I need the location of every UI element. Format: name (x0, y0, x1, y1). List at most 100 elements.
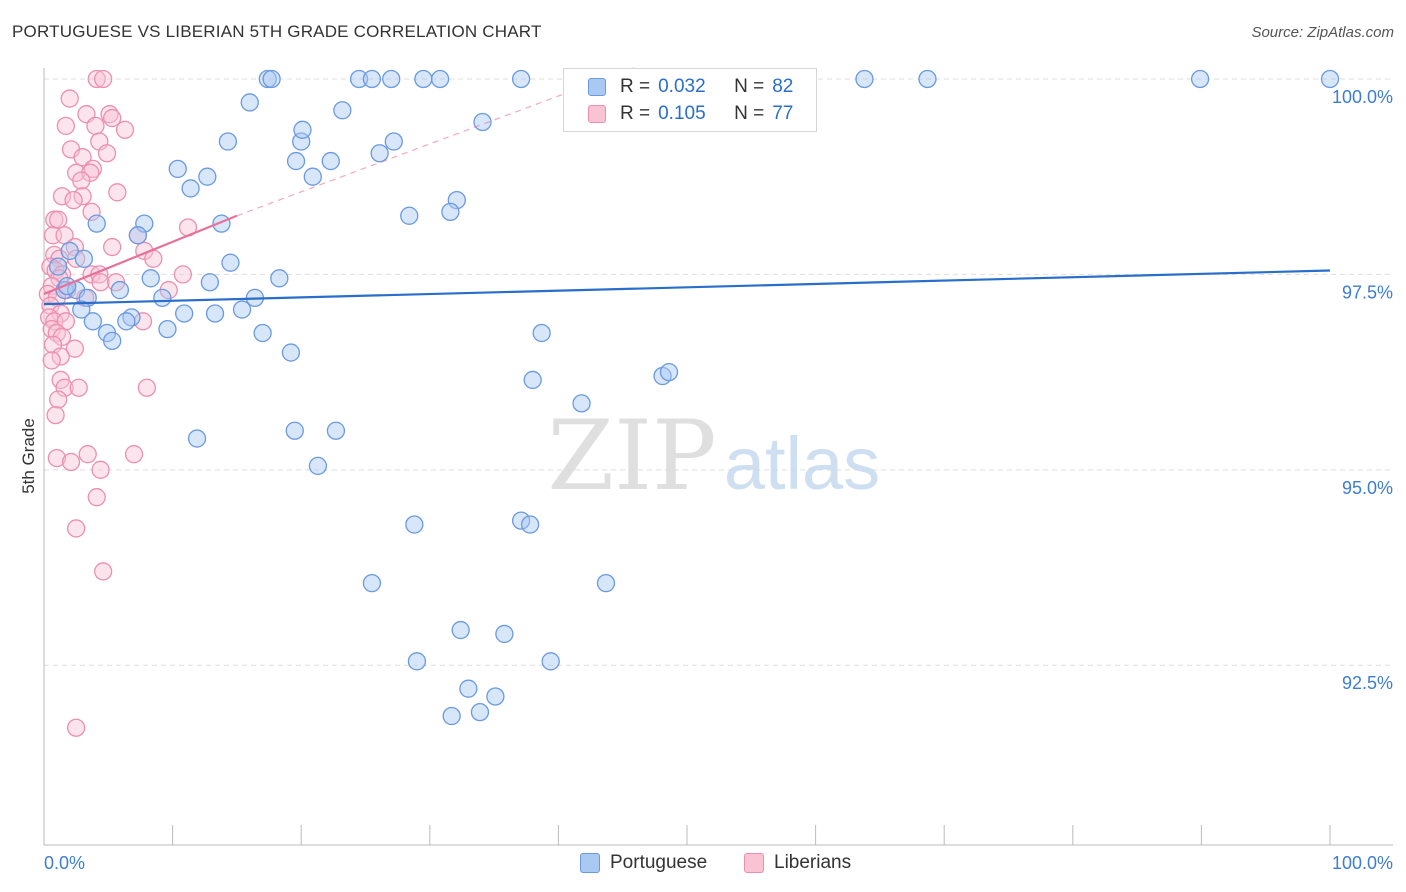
portuguese-point (60, 241, 79, 261)
liberians-point (69, 378, 88, 397)
portuguese-point (511, 69, 531, 89)
portuguese-point (1190, 69, 1210, 89)
portuguese-point (414, 69, 433, 89)
portuguese-point (447, 191, 466, 210)
portuguese-point (326, 421, 346, 440)
liberians-point (67, 718, 86, 737)
portuguese-point (321, 151, 340, 171)
portuguese-point (370, 144, 389, 163)
portuguese-point (200, 273, 220, 292)
liberians-point (137, 378, 157, 397)
x-tick-label-max: 100.0% (1332, 853, 1393, 873)
liberians-point (87, 69, 106, 89)
portuguese-point (918, 69, 937, 89)
grid-lines (44, 78, 1393, 666)
portuguese-point (407, 652, 427, 671)
portuguese-point (285, 421, 304, 440)
y-tick-label: 92.5% (1342, 673, 1393, 693)
portuguese-point (400, 206, 419, 225)
portuguese-point (486, 687, 505, 706)
y-axis-label: 5th Grade (19, 418, 38, 494)
chart-source: Source: ZipAtlas.com (1251, 24, 1394, 41)
portuguese-point (459, 679, 478, 698)
portuguese-point (187, 429, 207, 448)
liberians-point (87, 488, 106, 507)
portuguese-point (198, 167, 217, 186)
liberians-point (94, 69, 113, 89)
portuguese-point (48, 257, 68, 276)
portuguese-point (384, 132, 403, 151)
portuguese-point (541, 652, 560, 671)
portuguese-point (240, 93, 259, 112)
portuguese-point (596, 574, 616, 593)
liberians-point (97, 144, 117, 163)
portuguese-point (221, 253, 240, 272)
series-legend: Portuguese Liberians (0, 852, 1406, 876)
liberians-point (67, 519, 86, 538)
portuguese-point (362, 69, 382, 89)
liberians-point (73, 148, 92, 167)
portuguese-point (205, 304, 225, 323)
liberians-point (46, 405, 65, 425)
liberians-point (78, 445, 97, 464)
legend-item-liberians[interactable]: Liberians (744, 852, 851, 874)
liberians-point (48, 390, 68, 409)
legend-item-portuguese[interactable]: Portuguese (580, 852, 707, 874)
legend-r-value-portuguese: 0.032 (658, 76, 706, 97)
portuguese-point (293, 120, 312, 139)
portuguese-point (87, 214, 106, 233)
portuguese-point (158, 319, 177, 339)
legend-row-liberians: R = 0.105 N = 77 (588, 101, 793, 127)
liberians-point (60, 89, 79, 108)
liberians-point (124, 445, 144, 464)
liberians-point (173, 265, 193, 284)
liberians-point (115, 120, 135, 139)
liberians-point (72, 171, 91, 190)
y-tick-labels: 92.5% 95.0% 97.5% 100.0% (1332, 87, 1393, 693)
watermark-zip: ZIP (547, 400, 716, 512)
x-tick-label-min: 0.0% (44, 853, 85, 873)
legend-n-label: N = (734, 103, 765, 124)
legend-swatch-liberians (744, 853, 764, 873)
portuguese-point (135, 214, 154, 233)
portuguese-point (253, 323, 272, 343)
portuguese-point (333, 101, 352, 120)
liberians-point (103, 237, 122, 257)
legend-row-portuguese: R = 0.032 N = 82 (588, 74, 793, 100)
portuguese-point (349, 69, 369, 89)
portuguese-point (442, 706, 461, 726)
trend-line-portuguese (43, 269, 1331, 306)
liberians-point (91, 273, 110, 292)
liberians-point (73, 187, 92, 206)
portuguese-point (659, 362, 679, 382)
liberians-point (108, 183, 127, 202)
portuguese-point (83, 312, 103, 331)
trend-line-liberians (43, 214, 238, 295)
legend-swatch-liberians (588, 105, 606, 123)
portuguese-point (286, 151, 306, 171)
portuguese-point (103, 331, 122, 350)
liberians-point (94, 562, 113, 581)
portuguese-point (153, 288, 172, 308)
portuguese-point (262, 69, 281, 89)
portuguese-point (405, 515, 424, 534)
portuguese-point (175, 304, 194, 323)
portuguese-point (362, 574, 382, 593)
portuguese-point (520, 515, 540, 534)
portuguese-point (308, 456, 328, 476)
stats-legend: R = 0.032 N = 82 R = 0.105 N = 77 (563, 68, 817, 132)
portuguese-point (572, 394, 591, 413)
portuguese-point (855, 69, 874, 89)
liberians-point (42, 351, 61, 370)
liberians-point (56, 116, 76, 136)
portuguese-point (117, 312, 136, 331)
portuguese-point (232, 300, 252, 319)
legend-label-liberians: Liberians (774, 852, 852, 873)
liberians-point (45, 210, 64, 229)
legend-label-portuguese: Portuguese (610, 852, 708, 873)
portuguese-point (110, 280, 130, 300)
liberians-point (55, 378, 74, 397)
legend-r-label: R = (620, 103, 651, 124)
series-liberians-points (38, 69, 198, 737)
liberians-point (65, 339, 85, 358)
